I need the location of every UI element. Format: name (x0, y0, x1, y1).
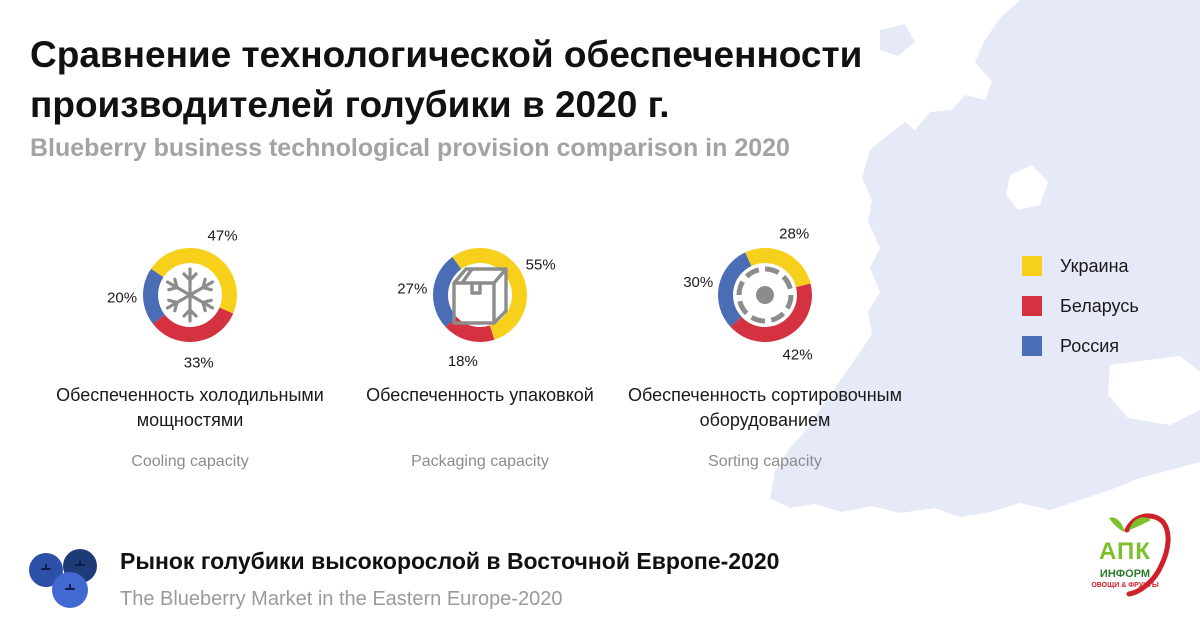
charts-row: 20% 47% 33% (0, 195, 1000, 495)
sorting-chart-subtitle: Sorting capacity (708, 453, 822, 470)
legend-item-belarus: Беларусь (1022, 286, 1139, 326)
donut-label-ukraine: 28% (779, 226, 809, 243)
logo-line2: ИНФОРМ (1099, 568, 1151, 580)
footer-subtitle: The Blueberry Market in the Eastern Euro… (120, 588, 563, 610)
donut-segment-russia (718, 252, 752, 328)
page-subtitle: Blueberry business technological provisi… (30, 134, 790, 162)
packaging-chart-title: Обеспеченность упаковкой (366, 385, 594, 405)
packaging-donut-labels: 27% 55% 18% (397, 256, 555, 369)
sorting-donut-labels: 30% 28% 42% (683, 226, 812, 364)
donut-label-ukraine: 47% (208, 227, 238, 244)
legend-swatch-belarus (1022, 296, 1042, 316)
page-title: Сравнение технологической обеспеченности… (30, 34, 863, 125)
snowflake-icon (165, 267, 215, 323)
donut-segment-ukraine (745, 248, 811, 288)
legend-swatch-ukraine (1022, 256, 1042, 276)
apk-inform-logo: АПК ИНФОРМ ОВОЩИ & ФРУКТЫ (1075, 510, 1175, 600)
donut-label-russia: 27% (397, 280, 427, 297)
donut-label-belarus: 33% (184, 354, 214, 371)
packaging-donut: 27% 55% 18% (397, 247, 556, 370)
donut-label-belarus: 42% (783, 347, 813, 364)
donut-segment-belarus (152, 307, 234, 342)
legend-label-ukraine: Украина (1060, 255, 1129, 276)
blueberries-icon (29, 549, 97, 608)
legend-item-ukraine: Украина (1022, 246, 1139, 286)
donut-segment-ukraine (151, 248, 237, 314)
legend-swatch-russia (1022, 336, 1042, 356)
donut-segment-belarus (730, 283, 812, 342)
cooling-donut-labels: 20% 47% 33% (107, 227, 238, 371)
sorting-chart-title: Обеспеченность сортировочным оборудовани… (628, 385, 902, 430)
packaging-donut-segments (433, 247, 528, 342)
footer-title: Рынок голубики высокорослой в Восточной … (120, 548, 780, 574)
sorting-donut: 30% 28% 42% (683, 226, 812, 364)
logo-main-text: АПК (1099, 538, 1151, 565)
sorting-chart: 30% 28% 42% Обеспеченность сортировочным о… (605, 195, 925, 495)
sorting-icon (736, 266, 794, 324)
legend-item-russia: Россия (1022, 326, 1139, 366)
donut-segment-ukraine (452, 247, 528, 340)
packaging-chart: 27% 55% 18% Обеспеченность упаковкой Packa… (320, 195, 640, 495)
donut-segment-russia (433, 256, 462, 328)
legend-label-belarus: Беларусь (1060, 295, 1139, 316)
logo-line3: ОВОЩИ & ФРУКТЫ (1091, 582, 1159, 589)
packaging-chart-subtitle: Packaging capacity (411, 453, 549, 470)
cooling-chart-title: Обеспеченность холодильными мощностями (56, 385, 324, 430)
cooling-chart-subtitle: Cooling capacity (131, 453, 249, 470)
donut-label-belarus: 18% (448, 353, 478, 370)
donut-label-russia: 20% (107, 289, 137, 306)
cooling-donut: 20% 47% 33% (107, 227, 238, 371)
apple-icon (1109, 513, 1171, 597)
legend: Украина Беларусь Россия (1022, 246, 1139, 366)
donut-label-ukraine: 55% (526, 256, 556, 273)
box-icon (452, 267, 508, 325)
donut-segment-russia (143, 268, 165, 324)
legend-label-russia: Россия (1060, 335, 1120, 356)
donut-label-russia: 30% (683, 274, 713, 291)
cooling-chart: 20% 47% 33% (30, 195, 350, 495)
